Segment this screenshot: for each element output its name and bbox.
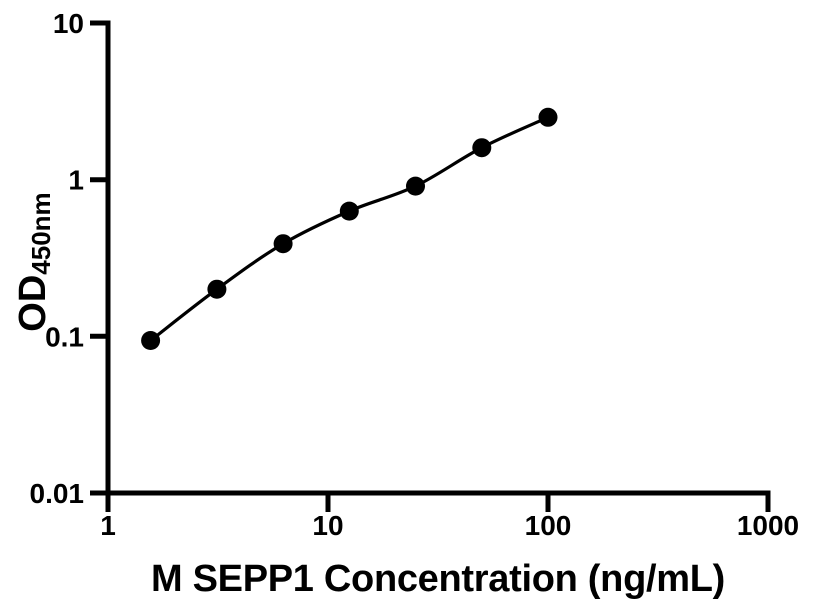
data-point xyxy=(472,138,492,158)
y-tick-label: 1 xyxy=(68,165,84,196)
data-point xyxy=(141,331,161,350)
y-axis-title: OD450nm xyxy=(12,192,56,331)
x-tick-label: 1 xyxy=(100,510,116,541)
x-tick-label: 10 xyxy=(312,510,343,541)
data-point xyxy=(339,201,359,221)
x-axis-title: M SEPP1 Concentration (ng/mL) xyxy=(151,558,725,600)
data-point xyxy=(406,176,425,196)
y-axis-ticks: 10 1 0.1 0.01 xyxy=(30,8,108,509)
y-axis-title-subscript: 450nm xyxy=(26,192,56,274)
data-point xyxy=(273,234,293,254)
data-points xyxy=(141,107,558,350)
y-tick-label: 0.1 xyxy=(45,321,84,352)
y-axis-title-main: OD xyxy=(12,275,54,332)
x-axis-ticks: 1 10 100 1000 xyxy=(100,493,799,541)
x-tick-label: 100 xyxy=(525,510,572,541)
y-tick-label: 0.01 xyxy=(30,478,85,509)
data-point xyxy=(538,107,558,127)
x-tick-label: 1000 xyxy=(737,510,799,541)
y-tick-label: 10 xyxy=(53,8,84,39)
data-point xyxy=(207,279,227,299)
